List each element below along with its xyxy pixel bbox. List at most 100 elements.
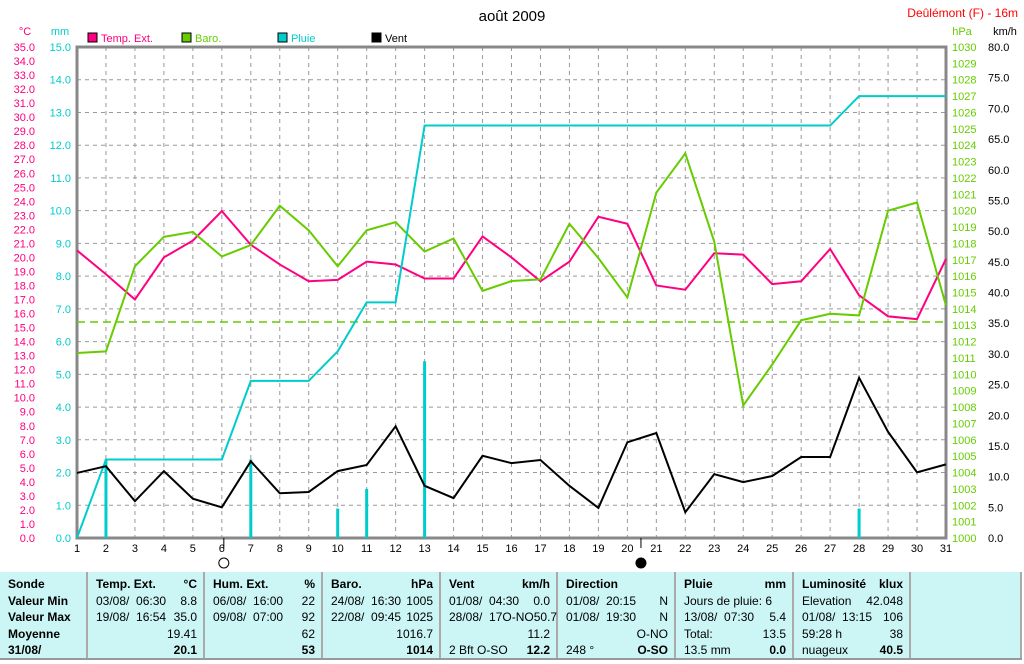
table-column: Temp. Ext. °C 03/08/ 06:30 8.8 19/08/ 16:54 3… [88,572,205,658]
rain-tick-label: 14.0 [50,75,71,87]
wind-axis-unit: km/h [993,26,1017,38]
wind-tick-label: 55.0 [988,195,1009,207]
table-row: 53 [213,642,315,659]
wind-tick-label: 20.0 [988,410,1009,422]
rain-tick-label: 11.0 [50,173,71,185]
table-column: Hum. Ext.% 06/08/ 16:00 22 09/08/ 07:00 92 62… [205,572,323,658]
table-column: Sonde Valeur Min Valeur Max Moyenne 31/08/ [0,572,88,658]
temp-tick-label: 1.0 [20,519,35,531]
temp-tick-label: 23.0 [14,210,35,222]
table-label: 01/08/ 13:15 [802,610,873,624]
table-row: 28/08/ 17O-NO 50.7 [449,609,557,626]
wind-tick-label: 75.0 [988,73,1009,85]
table-value: 92 [301,610,315,624]
temp-tick-label: 5.0 [20,463,35,475]
baro-axis-unit: hPa [952,26,972,38]
table-row: Hum. Ext.% [213,576,315,593]
baro-tick-label: 1008 [952,402,976,414]
table-row: 1016.7 [331,626,433,643]
table-value: 42.048 [866,593,903,608]
baro-tick-label: 1016 [952,271,976,283]
table-label: 19/08/ 16:54 [96,610,167,624]
table-label: 22/08/ 09:45 [331,610,402,624]
table-label: Temp. Ext. [96,577,156,591]
table-label: Valeur Max [8,610,71,624]
table-column: Baro. hPa 24/08/ 16:30 1005 22/08/ 09:45 1025… [323,572,441,658]
wind-tick-label: 80.0 [988,42,1009,54]
table-row: O-NO [566,626,668,643]
table-row: Baro. hPa [331,576,433,593]
x-tick-label: 29 [882,543,894,555]
temp-tick-label: 12.0 [14,365,35,377]
temp-tick-label: 35.0 [14,42,35,54]
temp-tick-label: 34.0 [14,56,35,68]
table-value: 22 [301,593,315,608]
moon-full-icon [218,557,230,569]
table-row: 24/08/ 16:30 1005 [331,593,433,610]
temp-tick-label: 27.0 [14,154,35,166]
table-row: Elevation 42.048 [802,593,903,610]
table-value: % [304,577,315,591]
rain-daily-bar [365,488,369,538]
table-label: Baro. [331,577,362,591]
table-value: 50.7 [533,610,558,624]
baro-tick-label: 1011 [952,353,976,365]
table-row: Jours de pluie: 6 [684,593,786,610]
x-tick-label: 5 [190,543,196,555]
legend-swatch-wind [371,32,382,43]
rain-tick-label: 2.0 [56,468,71,480]
table-value: 5.4 [769,610,786,624]
temp-tick-label: 17.0 [14,295,35,307]
x-tick-label: 28 [853,543,865,555]
x-tick-label: 23 [708,543,720,555]
wind-tick-label: 5.0 [988,502,1003,514]
station-label: Deûlémont (F) - 16m [907,6,1018,20]
temp-tick-label: 24.0 [14,196,35,208]
baro-tick-label: 1013 [952,320,976,332]
table-label: Total: [684,626,713,641]
temp-tick-label: 26.0 [14,168,35,180]
baro-tick-label: 1003 [952,484,976,496]
table-label: Pluie [684,577,713,591]
table-row: Total: 13.5 [684,626,786,643]
baro-tick-label: 1005 [952,451,976,463]
rain-daily-bar [104,459,108,538]
baro-tick-label: 1007 [952,418,976,430]
table-value: 1016.7 [396,626,433,641]
legend-swatch-baro [181,32,192,43]
baro-tick-label: 1015 [952,288,976,300]
x-tick-label: 14 [447,543,459,555]
table-value: 1005 [406,593,433,608]
rain-tick-label: 10.0 [50,206,71,218]
rain-tick-label: 7.0 [56,304,71,316]
wind-tick-label: 65.0 [988,134,1009,146]
baro-tick-label: 1004 [952,468,976,480]
baro-tick-label: 1012 [952,337,976,349]
table-row: Temp. Ext. °C [96,576,197,593]
baro-tick-label: 1002 [952,500,976,512]
x-tick-label: 12 [390,543,402,555]
table-value: 38 [889,626,903,641]
x-tick-label: 10 [332,543,344,555]
rain-tick-label: 4.0 [56,402,71,414]
legend-label-wind: Vent [385,33,407,45]
table-row: Valeur Min [8,593,80,610]
table-value: 0.0 [533,593,550,608]
rain-tick-label: 9.0 [56,238,71,250]
rain-tick-label: 12.0 [50,140,71,152]
temp-tick-label: 3.0 [20,491,35,503]
table-value: 0.0 [769,643,786,657]
legend-label-rain: Pluie [291,33,315,45]
table-row: 11.2 [449,626,550,643]
x-tick-label: 19 [592,543,604,555]
wind-tick-label: 10.0 [988,472,1009,484]
wind-tick-label: 50.0 [988,226,1009,238]
table-column: Direction 01/08/ 20:15 N 01/08/ 19:30 N O-NO 2… [558,572,676,658]
table-value: 13.5 [762,626,786,641]
table-label: 248 ° [566,643,595,657]
temp-tick-label: 2.0 [20,505,35,517]
temp-tick-label: 32.0 [14,84,35,96]
table-label: 2 Bft O-SO [449,643,508,657]
temp-tick-label: 19.0 [14,266,35,278]
